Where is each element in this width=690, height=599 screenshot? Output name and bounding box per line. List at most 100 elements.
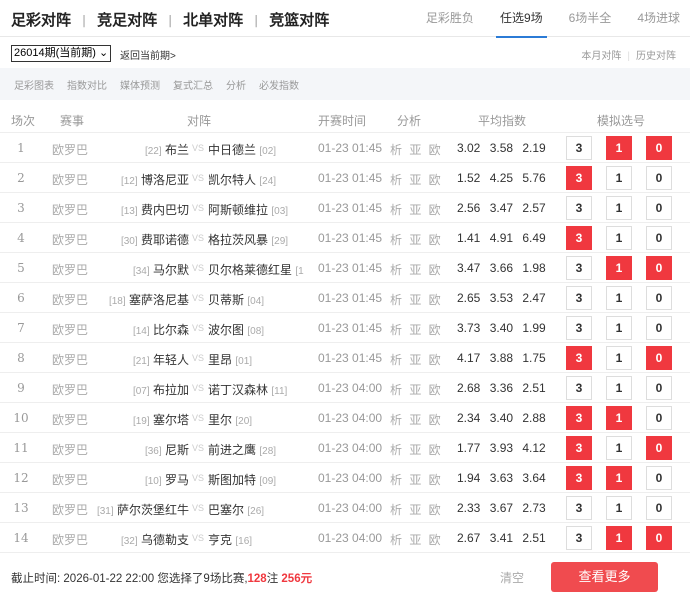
back-current-link[interactable]: 返回当前期> (120, 51, 176, 62)
pick-3-button[interactable]: 3 (566, 436, 592, 460)
pick-1-button[interactable]: 1 (606, 376, 632, 400)
home-team[interactable]: [07] 布拉加 (133, 381, 189, 398)
away-team[interactable]: 波尔图 [08] (208, 321, 264, 338)
pick-3-button[interactable]: 3 (566, 466, 592, 490)
away-team[interactable]: 里昂 [01] (208, 351, 252, 368)
pick-3-button[interactable]: 3 (566, 376, 592, 400)
home-team[interactable]: [30] 费耶诺德 (121, 231, 189, 248)
filter-link[interactable]: 足彩图表 (14, 80, 54, 92)
away-team[interactable]: 贝尔格莱德红星 [1 (208, 261, 304, 278)
pick-1-button[interactable]: 1 (606, 436, 632, 460)
tab-jinglan[interactable]: 竞篮对阵 (269, 11, 330, 29)
month-link[interactable]: 本月对阵 (581, 51, 622, 62)
clear-button[interactable]: 清空 (500, 571, 525, 585)
tab-zucai[interactable]: 足彩对阵 (11, 11, 72, 29)
pick-0-button[interactable]: 0 (646, 226, 672, 250)
away-team[interactable]: 凯尔特人 [24] (208, 171, 276, 188)
pick-1-button[interactable]: 1 (606, 166, 632, 190)
pick-1-button[interactable]: 1 (606, 286, 632, 310)
away-team[interactable]: 前进之鹰 [28] (208, 441, 276, 458)
away-team[interactable]: 格拉茨风暴 [29] (208, 231, 288, 248)
away-team[interactable]: 巴塞尔 [26] (208, 501, 264, 518)
pick-3-button[interactable]: 3 (566, 136, 592, 160)
pick-3-button[interactable]: 3 (566, 226, 592, 250)
home-team[interactable]: [19] 塞尔塔 (133, 411, 189, 428)
pick-1-button[interactable]: 1 (606, 466, 632, 490)
view-more-button[interactable]: 查看更多 (551, 562, 658, 592)
analysis-links[interactable]: 析 亚 欧 (390, 233, 443, 247)
pick-3-button[interactable]: 3 (566, 286, 592, 310)
subtab-6chang[interactable]: 6场半全 (568, 11, 612, 25)
away-team[interactable]: 诺丁汉森林 [11] (208, 381, 287, 398)
pick-0-button[interactable]: 0 (646, 136, 672, 160)
pick-0-button[interactable]: 0 (646, 496, 672, 520)
pick-3-button[interactable]: 3 (566, 316, 592, 340)
filter-link[interactable]: 必发指数 (259, 80, 299, 92)
home-team[interactable]: [14] 比尔森 (133, 321, 189, 338)
home-team[interactable]: [36] 尼斯 (145, 441, 189, 458)
home-team[interactable]: [34] 马尔默 (133, 261, 189, 278)
pick-1-button[interactable]: 1 (606, 496, 632, 520)
analysis-links[interactable]: 析 亚 欧 (390, 173, 443, 187)
filter-link[interactable]: 媒体预测 (120, 80, 160, 92)
pick-0-button[interactable]: 0 (646, 196, 672, 220)
pick-0-button[interactable]: 0 (646, 256, 672, 280)
tab-jingzu[interactable]: 竞足对阵 (97, 11, 158, 29)
home-team[interactable]: [22] 布兰 (145, 141, 189, 158)
analysis-links[interactable]: 析 亚 欧 (390, 263, 443, 277)
analysis-links[interactable]: 析 亚 欧 (390, 533, 443, 547)
pick-0-button[interactable]: 0 (646, 346, 672, 370)
filter-link[interactable]: 复式汇总 (173, 80, 213, 92)
analysis-links[interactable]: 析 亚 欧 (390, 293, 443, 307)
pick-3-button[interactable]: 3 (566, 526, 592, 550)
home-team[interactable]: [18] 塞萨洛尼基 (109, 291, 189, 308)
pick-0-button[interactable]: 0 (646, 316, 672, 340)
pick-1-button[interactable]: 1 (606, 346, 632, 370)
home-team[interactable]: [13] 费内巴切 (121, 201, 189, 218)
home-team[interactable]: [31] 萨尔茨堡红牛 (97, 501, 189, 518)
period-select[interactable]: 26014期(当前期) ⌄ (11, 45, 112, 62)
pick-1-button[interactable]: 1 (606, 316, 632, 340)
pick-3-button[interactable]: 3 (566, 496, 592, 520)
tab-beidan[interactable]: 北单对阵 (183, 11, 244, 29)
pick-3-button[interactable]: 3 (566, 196, 592, 220)
analysis-links[interactable]: 析 亚 欧 (390, 473, 443, 487)
away-team[interactable]: 亨克 [16] (208, 531, 252, 548)
pick-1-button[interactable]: 1 (606, 196, 632, 220)
pick-1-button[interactable]: 1 (606, 226, 632, 250)
pick-0-button[interactable]: 0 (646, 406, 672, 430)
away-team[interactable]: 阿斯顿维拉 [03] (208, 201, 288, 218)
pick-3-button[interactable]: 3 (566, 256, 592, 280)
away-team[interactable]: 贝蒂斯 [04] (208, 291, 264, 308)
home-team[interactable]: [12] 博洛尼亚 (121, 171, 189, 188)
subtab-renxuan9[interactable]: 任选9场 (490, 0, 553, 38)
pick-0-button[interactable]: 0 (646, 376, 672, 400)
analysis-links[interactable]: 析 亚 欧 (390, 353, 443, 367)
pick-0-button[interactable]: 0 (646, 466, 672, 490)
analysis-links[interactable]: 析 亚 欧 (390, 443, 443, 457)
analysis-links[interactable]: 析 亚 欧 (390, 503, 443, 517)
pick-1-button[interactable]: 1 (606, 406, 632, 430)
filter-link[interactable]: 分析 (226, 80, 246, 92)
pick-1-button[interactable]: 1 (606, 256, 632, 280)
home-team[interactable]: [32] 乌德勒支 (121, 531, 189, 548)
history-link[interactable]: 历史对阵 (636, 51, 676, 62)
home-team[interactable]: [21] 年轻人 (133, 351, 189, 368)
away-team[interactable]: 中日德兰 [02] (208, 141, 276, 158)
filter-link[interactable]: 指数对比 (67, 80, 107, 92)
pick-0-button[interactable]: 0 (646, 166, 672, 190)
analysis-links[interactable]: 析 亚 欧 (390, 203, 443, 217)
pick-1-button[interactable]: 1 (606, 526, 632, 550)
pick-0-button[interactable]: 0 (646, 526, 672, 550)
analysis-links[interactable]: 析 亚 欧 (390, 143, 443, 157)
analysis-links[interactable]: 析 亚 欧 (390, 323, 443, 337)
pick-1-button[interactable]: 1 (606, 136, 632, 160)
analysis-links[interactable]: 析 亚 欧 (390, 413, 443, 427)
subtab-4chang[interactable]: 4场进球 (637, 11, 680, 25)
home-team[interactable]: [10] 罗马 (145, 471, 189, 488)
pick-3-button[interactable]: 3 (566, 166, 592, 190)
pick-0-button[interactable]: 0 (646, 436, 672, 460)
pick-0-button[interactable]: 0 (646, 286, 672, 310)
pick-3-button[interactable]: 3 (566, 346, 592, 370)
pick-3-button[interactable]: 3 (566, 406, 592, 430)
